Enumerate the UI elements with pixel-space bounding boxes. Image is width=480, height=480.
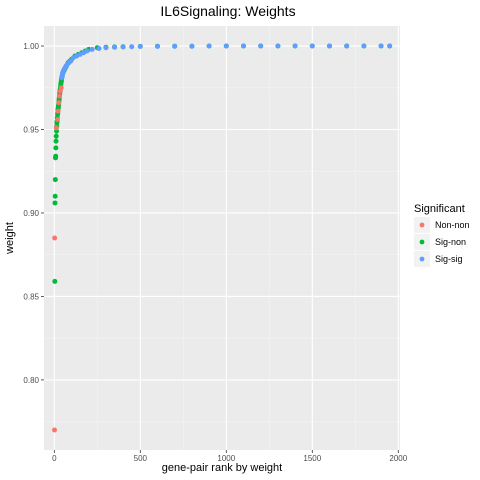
x-tick-label: 2000 xyxy=(389,454,407,463)
legend-label: Non-non xyxy=(435,220,470,230)
data-point xyxy=(103,45,109,51)
data-point xyxy=(361,43,367,49)
data-point xyxy=(52,278,58,284)
data-point xyxy=(309,43,315,49)
chart-title: IL6Signaling: Weights xyxy=(160,3,295,19)
data-point xyxy=(55,108,61,114)
x-tick-label: 1000 xyxy=(217,454,235,463)
data-point xyxy=(189,43,195,49)
data-point xyxy=(326,43,332,49)
legend: Significant Non-non Sig-non Sig-sig xyxy=(414,203,470,267)
data-point xyxy=(54,116,60,122)
series-non-non xyxy=(51,85,64,433)
data-point xyxy=(96,46,102,52)
x-tick-label: 500 xyxy=(134,454,148,463)
data-point xyxy=(223,43,229,49)
data-point xyxy=(58,85,64,91)
data-point xyxy=(52,235,58,241)
y-tick-label: 0.85 xyxy=(23,292,39,301)
data-point xyxy=(84,48,90,54)
data-point xyxy=(206,43,212,49)
grid-minor xyxy=(44,26,400,450)
data-point xyxy=(172,43,178,49)
data-point xyxy=(53,133,59,139)
legend-key-non-non xyxy=(419,222,425,228)
x-tick-label: 0 xyxy=(52,454,57,463)
data-point xyxy=(292,43,298,49)
data-point xyxy=(378,43,384,49)
y-tick-label: 0.95 xyxy=(23,125,39,134)
data-point xyxy=(258,43,264,49)
data-point xyxy=(344,43,350,49)
legend-key-sig-sig xyxy=(419,256,425,262)
data-point xyxy=(52,177,58,183)
data-point xyxy=(240,43,246,49)
data-point xyxy=(120,44,126,50)
legend-key-sig-non xyxy=(419,239,425,245)
plot-panel xyxy=(44,26,400,450)
y-tick-label: 0.90 xyxy=(23,209,39,218)
legend-label: Sig-sig xyxy=(435,254,463,264)
y-axis: 0.80 0.85 0.90 0.95 1.00 xyxy=(23,42,44,385)
data-point xyxy=(53,145,59,151)
data-point xyxy=(89,46,95,52)
data-point xyxy=(53,153,59,159)
data-point xyxy=(53,125,59,131)
data-point xyxy=(275,43,281,49)
data-point xyxy=(51,427,57,433)
legend-title: Significant xyxy=(414,203,465,215)
data-point xyxy=(52,200,58,206)
data-point xyxy=(137,44,143,50)
x-axis-title: gene-pair rank by weight xyxy=(162,462,282,474)
data-point xyxy=(56,93,62,99)
data-point xyxy=(52,193,58,199)
data-points xyxy=(51,43,393,433)
x-axis: 0 500 1000 1500 2000 xyxy=(52,450,408,463)
x-tick-label: 1500 xyxy=(303,454,321,463)
data-point xyxy=(387,43,393,49)
y-tick-label: 0.80 xyxy=(23,376,39,385)
data-point xyxy=(112,44,118,50)
legend-label: Sig-non xyxy=(435,237,466,247)
data-point xyxy=(56,100,62,106)
data-point xyxy=(129,44,135,50)
series-sig-sig xyxy=(59,43,393,81)
y-tick-label: 1.00 xyxy=(23,42,39,51)
data-point xyxy=(53,138,59,144)
y-axis-title: weight xyxy=(4,222,16,255)
data-point xyxy=(155,43,161,49)
